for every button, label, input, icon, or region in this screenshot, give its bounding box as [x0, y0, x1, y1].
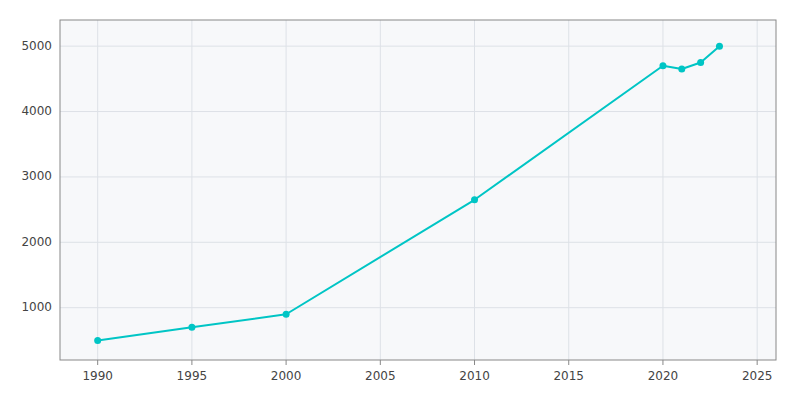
y-tick-label: 1000 — [21, 300, 52, 314]
x-tick — [191, 360, 192, 365]
point — [471, 196, 478, 203]
point — [188, 324, 195, 331]
x-tick — [380, 360, 381, 365]
x-tick — [757, 360, 758, 365]
x-grid-line — [662, 20, 663, 360]
point — [697, 59, 704, 66]
x-tick-label: 1990 — [82, 369, 113, 383]
x-tick — [662, 360, 663, 365]
x-grid-line — [568, 20, 569, 360]
point — [283, 311, 290, 318]
grid — [60, 20, 776, 360]
plot-area — [60, 20, 776, 360]
point — [678, 66, 685, 73]
axes: 1000 2000 3000 4000 5000 1990 1995 2000 2005 2010… — [21, 20, 776, 383]
y-grid-line — [60, 242, 776, 243]
x-grid-line — [474, 20, 475, 360]
y-tick-label: 5000 — [21, 39, 52, 53]
point — [94, 337, 101, 344]
x-grid-line — [380, 20, 381, 360]
chart-container: 1000 2000 3000 4000 5000 1990 1995 2000 2005 2010… — [0, 0, 800, 400]
x-tick-label: 2015 — [553, 369, 584, 383]
x-tick-label: 2000 — [271, 369, 302, 383]
x-grid-line — [757, 20, 758, 360]
point — [659, 62, 666, 69]
x-tick — [568, 360, 569, 365]
x-tick-label: 1995 — [177, 369, 208, 383]
chart: 1000 2000 3000 4000 5000 1990 1995 2000 2005 2010… — [0, 0, 800, 400]
y-grid-line — [60, 307, 776, 308]
y-tick-label: 2000 — [21, 235, 52, 249]
x-tick-label: 2025 — [742, 369, 773, 383]
line — [98, 46, 720, 340]
plot-frame — [60, 20, 776, 360]
x-tick-label: 2005 — [365, 369, 396, 383]
x-tick — [97, 360, 98, 365]
x-tick — [286, 360, 287, 365]
y-tick-label: 3000 — [21, 169, 52, 183]
x-grid-line — [97, 20, 98, 360]
y-grid-line — [60, 111, 776, 112]
x-tick-label: 2010 — [459, 369, 490, 383]
y-tick-label: 4000 — [21, 104, 52, 118]
x-grid-line — [191, 20, 192, 360]
series — [94, 43, 723, 344]
point — [716, 43, 723, 50]
y-grid-line — [60, 46, 776, 47]
x-tick — [474, 360, 475, 365]
y-grid-line — [60, 176, 776, 177]
x-tick-label: 2020 — [648, 369, 679, 383]
x-grid-line — [286, 20, 287, 360]
